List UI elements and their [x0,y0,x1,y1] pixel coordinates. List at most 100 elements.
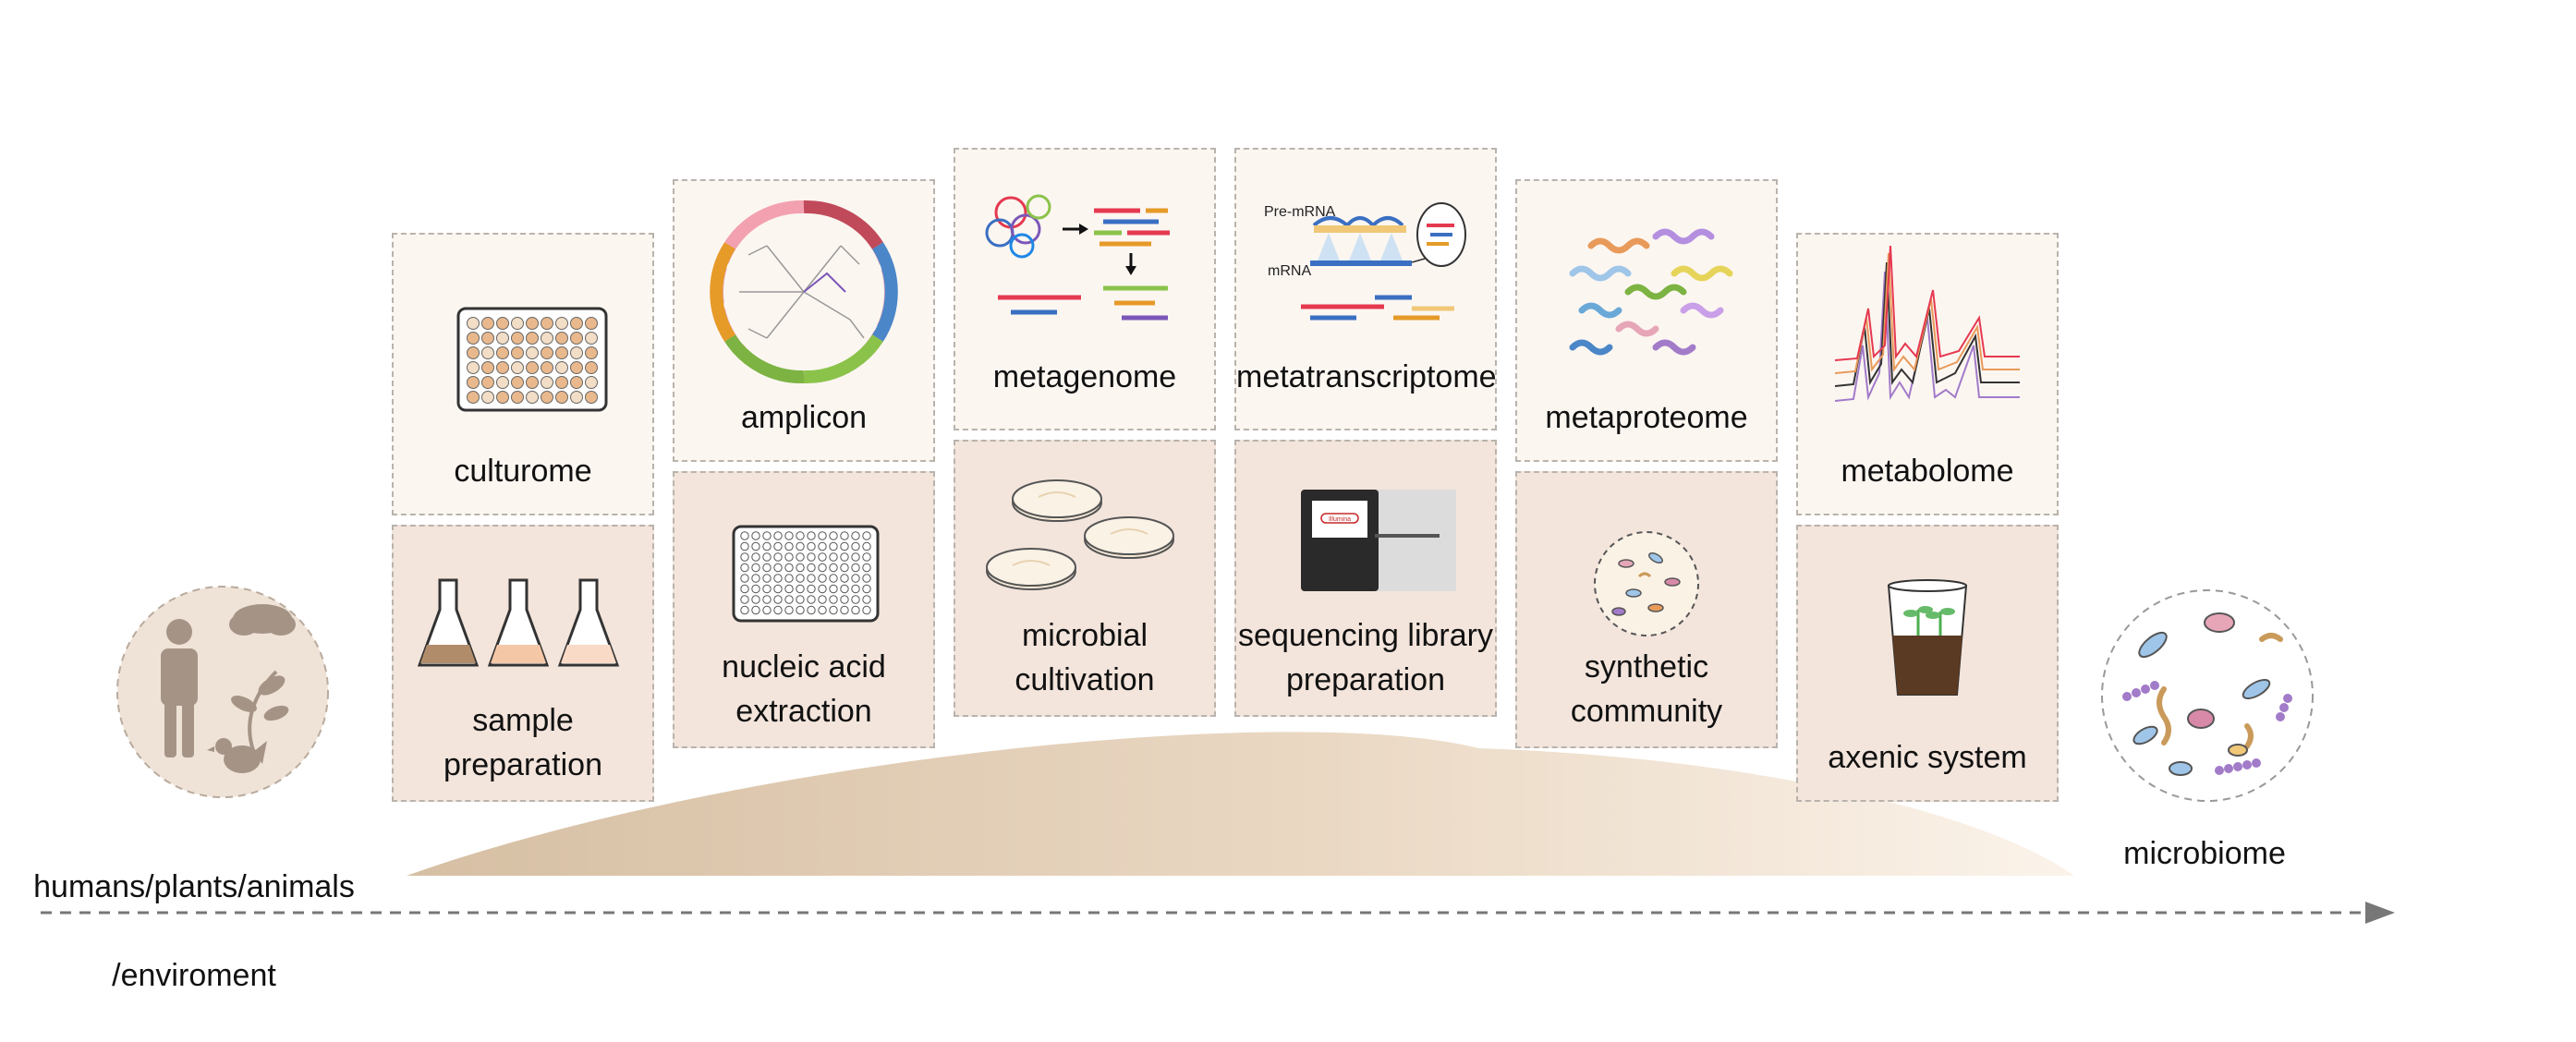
pcr-well [773,531,783,540]
source-label: humans/plants/animals /enviroment [33,869,355,993]
well [570,361,583,374]
pcr-well [840,574,849,583]
pcr-well [762,574,772,583]
pcr-well [851,541,860,551]
metagenome-box: metagenome [954,148,1216,430]
well [570,332,583,345]
pcr-well [840,605,849,615]
well [481,317,494,330]
pcr-well [829,574,838,583]
pcr-well [829,563,838,573]
source-organisms-icon [116,586,329,798]
pcr-well [862,541,871,551]
pcr-well [762,531,772,540]
culturome-label: culturome [454,454,592,489]
phylogenetic-tree-icon [710,200,898,384]
well [526,332,539,345]
pcr-well [818,531,827,540]
pcr-well [840,595,849,604]
pcr-well [840,541,849,551]
metagenome-reads-icon [985,194,1170,321]
well [570,317,583,330]
well [511,376,524,389]
metatranscriptome-label: metatranscriptome [1236,359,1497,394]
pcr-well [807,574,816,583]
pcr-well [862,563,871,573]
pcr-well [862,595,871,604]
well [511,346,524,359]
pcr-well [807,552,816,562]
pcr-well [796,552,805,562]
pcr-well [773,595,783,604]
well [467,376,480,389]
well [526,376,539,389]
amplicon-label: amplicon [740,400,868,435]
well [511,391,524,404]
pcr-well [740,584,749,594]
sample-preparation-label: sample preparation [443,703,602,782]
pcr-well [862,574,871,583]
well [511,317,524,330]
metabolome-box: metabolome [1796,233,2059,515]
pcr-well [784,605,794,615]
pcr-well [784,531,794,540]
sample-preparation-box: sample preparation [392,525,654,802]
pcr-well [829,595,838,604]
pcr-well [851,584,860,594]
well [555,361,568,374]
pcr-well [862,605,871,615]
pcr-well [751,563,760,573]
pcr-well [807,595,816,604]
well [467,346,480,359]
pcr-well [840,584,849,594]
synthetic-community-label: synthetic community [1570,649,1723,729]
pcr-well [751,541,760,551]
metaproteome-box: metaproteome [1515,179,1778,462]
pcr-well [773,541,783,551]
pcr-well [818,574,827,583]
microbial-cultivation-label: microbial cultivation [1015,618,1155,697]
pcr-well [740,552,749,562]
well [496,317,509,330]
pcr-well [762,605,772,615]
pre-mrna-label: Pre-mRNA [1264,204,1336,220]
well [555,332,568,345]
well [511,361,524,374]
pcr-well [751,531,760,540]
metagenome-label: metagenome [992,359,1177,394]
synthetic-community-icon [1594,531,1699,636]
pcr-well [762,541,772,551]
well [481,332,494,345]
well [585,376,598,389]
amplicon-box: amplicon [673,179,935,462]
pcr-well [807,563,816,573]
pcr-well [784,595,794,604]
pcr-well [807,531,816,540]
well [541,376,553,389]
nucleic-acid-extraction-box: nucleic acid extraction [673,471,935,748]
well [585,332,598,345]
well [496,391,509,404]
pcr-well [818,595,827,604]
well [541,332,553,345]
spectra-icon [1834,245,2020,402]
pcr-well [807,541,816,551]
pcr-well [851,595,860,604]
pcr-well [829,531,838,540]
well [585,391,598,404]
well [555,376,568,389]
well [585,317,598,330]
axenic-pot-icon [1887,579,1968,696]
well [467,332,480,345]
flasks-icon [417,578,620,667]
well [555,317,568,330]
pcr-well [840,552,849,562]
pcr-well [784,541,794,551]
pcr-well [851,531,860,540]
well [467,317,480,330]
well [570,391,583,404]
pcr-well [796,541,805,551]
pcr-well [762,552,772,562]
pcr-well [818,541,827,551]
